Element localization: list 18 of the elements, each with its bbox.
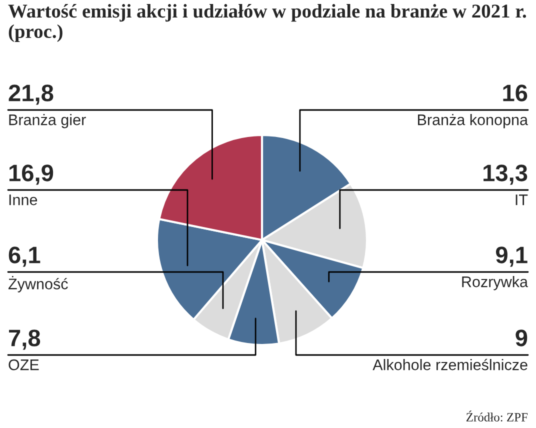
data-label: 9,1	[496, 246, 528, 267]
slice-label: Inne	[9, 194, 38, 206]
slice-label: Alkohole rzemieślnicze	[372, 358, 528, 370]
chart-title: Wartość emisji akcji i udziałów w podziale na branże w 2021 r. (proc.)	[8, 4, 526, 42]
data-label: 13,3	[484, 164, 528, 185]
slice-label: IT	[516, 194, 528, 206]
slice-label: Rozrywka	[462, 276, 528, 290]
data-label: 16	[503, 84, 528, 102]
data-label: 7,8	[9, 330, 40, 350]
text: Źródło: ZPF	[466, 410, 528, 422]
slice-label: Branża gier	[9, 114, 86, 128]
data-label: 21,8	[8, 84, 54, 105]
data-label: 16,9	[9, 164, 54, 185]
data-label: 6,1	[8, 246, 40, 267]
data-label: 9	[516, 330, 528, 346]
slice-label: Branża konopna	[418, 114, 528, 128]
slice-label: Żywność	[8, 276, 68, 292]
slice-label: OZE	[8, 359, 39, 370]
